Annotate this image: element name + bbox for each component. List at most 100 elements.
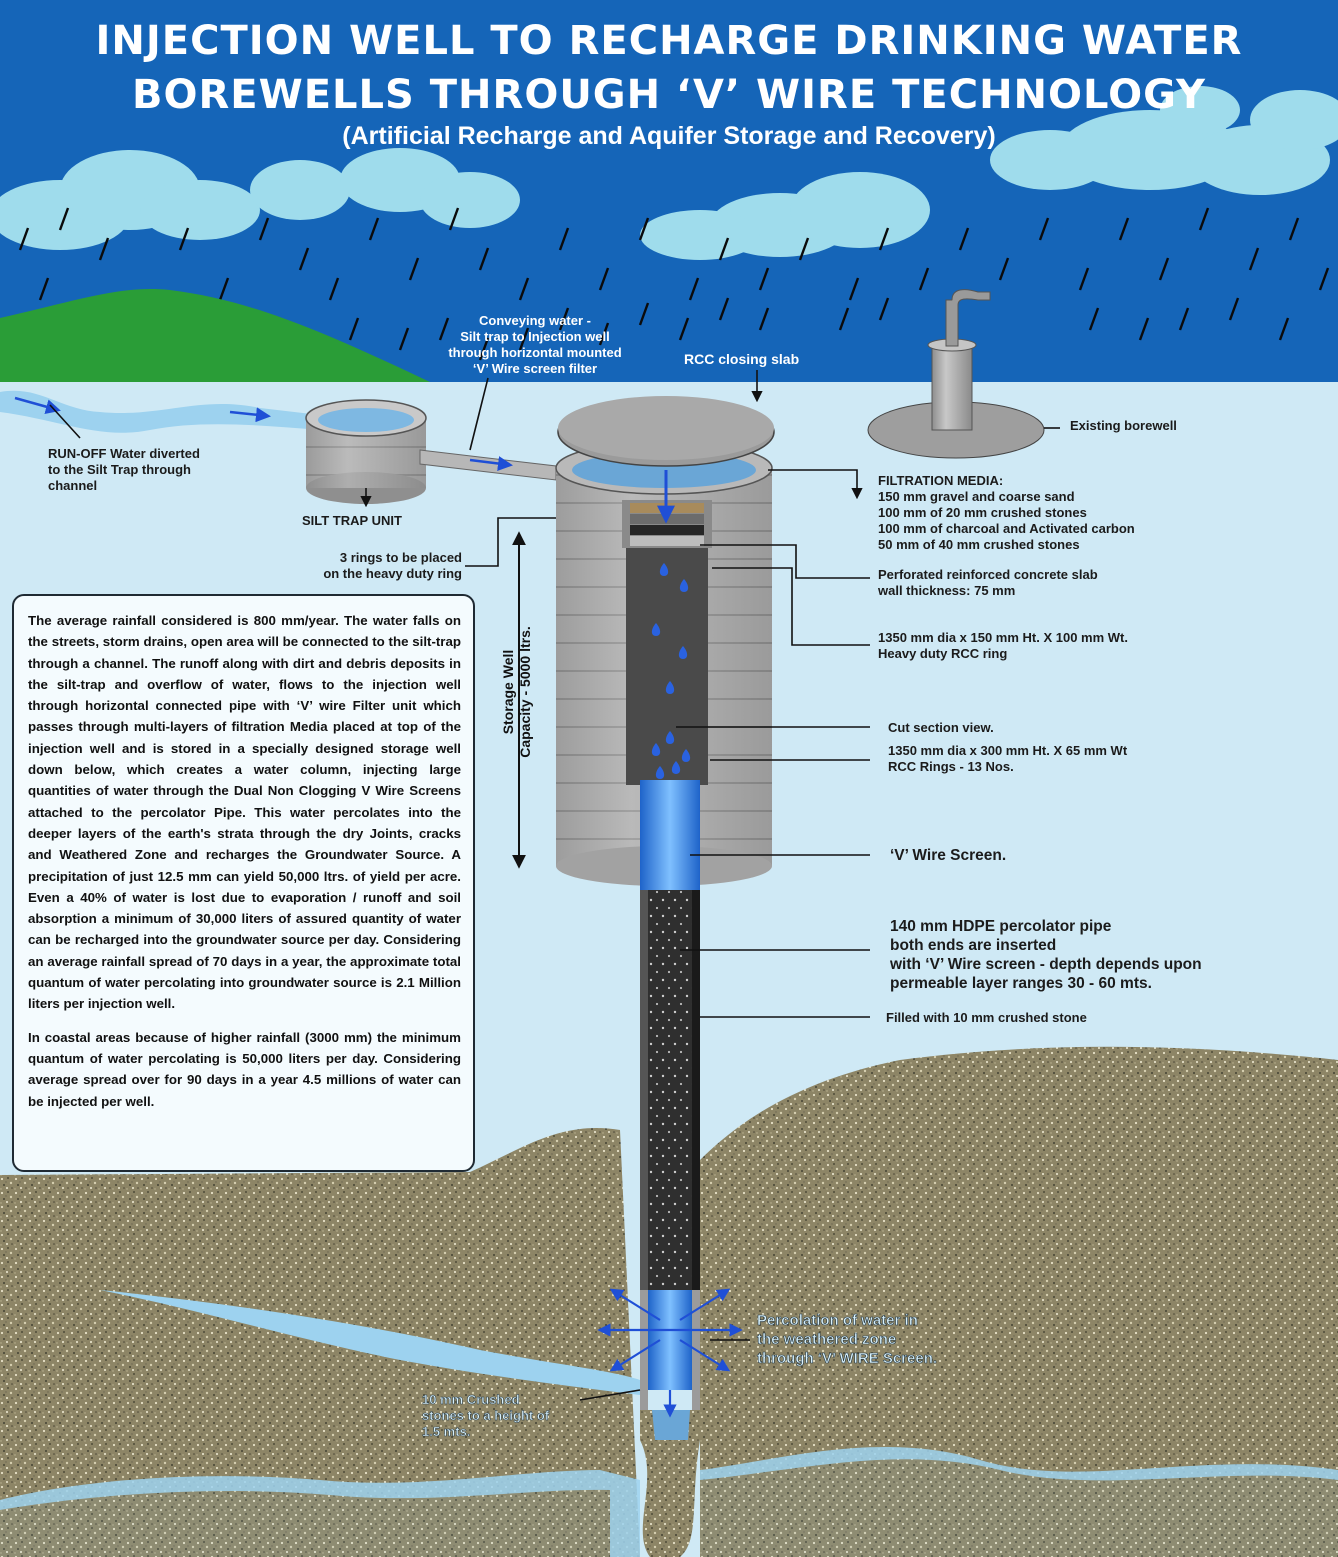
raindrop-stroke (438, 317, 450, 341)
label-filtration-media: FILTRATION MEDIA: 150 mm gravel and coar… (878, 473, 1135, 552)
raindrop-stroke (798, 237, 810, 261)
label-hdpe-pipe: 140 mm HDPE percolator pipe both ends are… (890, 918, 1202, 992)
label-runoff: RUN-OFF Water diverted to the Silt Trap t… (48, 446, 200, 493)
raindrop-stroke (998, 257, 1010, 281)
raindrop-stroke (478, 337, 490, 361)
raindrop-stroke (478, 247, 490, 271)
raindrop-stroke (368, 217, 380, 241)
title-line-1: INJECTION WELL TO RECHARGE DRINKING WATE… (95, 18, 1243, 64)
raindrop-stroke (758, 307, 770, 331)
raindrop-stroke (558, 227, 570, 251)
raindrop-stroke (688, 277, 700, 301)
runoff-channel (0, 390, 320, 433)
info-text-box: The average rainfall considered is 800 m… (12, 594, 475, 1172)
raindrop-stroke (758, 267, 770, 291)
raindrop-stroke (878, 227, 890, 251)
water-droplet (651, 623, 661, 636)
raindrop-stroke (1248, 247, 1260, 271)
raindrop-stroke (1288, 217, 1300, 241)
info-paragraph-2: In coastal areas because of higher rainf… (28, 1027, 461, 1112)
raindrop-stroke (518, 277, 530, 301)
leader-lines (49, 370, 1060, 1401)
raindrop-stroke (398, 327, 410, 351)
raindrop-stroke (598, 322, 610, 346)
raindrop-stroke (718, 297, 730, 321)
water-droplet (651, 743, 661, 756)
raindrop-stroke (98, 237, 110, 261)
raindrop-stroke (838, 307, 850, 331)
raindrop-stroke (518, 327, 530, 351)
green-hill (0, 289, 430, 382)
soil-left (0, 1128, 640, 1557)
raindrop-stroke (1278, 317, 1290, 341)
raindrop-stroke (328, 277, 340, 301)
label-rcc-slab: RCC closing slab (684, 351, 800, 367)
label-crushed-stones: 10 mm Crushed stones to a height of 1.5 mt… (422, 1392, 550, 1440)
percolation-arrows (597, 1288, 743, 1418)
raindrop-stroke (598, 267, 610, 291)
raindrop-stroke (1088, 307, 1100, 331)
raindrop-stroke (1158, 257, 1170, 281)
water-droplet (659, 563, 669, 576)
raindrop-stroke (878, 297, 890, 321)
label-percolation: Percolation of water in the weathered zon… (757, 1312, 938, 1368)
raindrop-stroke (348, 317, 360, 341)
water-droplet (679, 579, 689, 592)
title-line-2: BOREWELLS THROUGH ‘V’ WIRE TECHNOLOGY (131, 72, 1207, 118)
label-storage-well: Storage Well Capacity - 5000 ltrs. (500, 626, 533, 758)
water-droplet (665, 731, 675, 744)
raindrop-stroke (38, 277, 50, 301)
silt-trap (305, 399, 427, 504)
raindrop-stroke (1038, 217, 1050, 241)
raindrop-stroke (1118, 217, 1130, 241)
label-cut-section: Cut section view. (888, 720, 994, 735)
raindrop-stroke (1198, 207, 1210, 231)
label-three-rings: 3 rings to be placed on the heavy duty ri… (323, 550, 462, 581)
raindrop-stroke (848, 277, 860, 301)
water-droplet (665, 681, 675, 694)
label-rcc-rings: 1350 mm dia x 300 mm Ht. X 65 mm Wt RCC R… (888, 743, 1128, 774)
info-paragraph-1: The average rainfall considered is 800 m… (28, 613, 461, 1012)
water-droplet (671, 761, 681, 774)
raindrop-stroke (558, 307, 570, 331)
label-silt-trap: SILT TRAP UNIT (302, 513, 402, 528)
raindrop-stroke (958, 227, 970, 251)
raindrop-stroke (1078, 267, 1090, 291)
label-heavy-ring: 1350 mm dia x 150 mm Ht. X 100 mm Wt. Hea… (878, 630, 1128, 661)
raindrop-stroke (408, 257, 420, 281)
subtitle: (Artificial Recharge and Aquifer Storage… (342, 122, 996, 150)
label-existing-borewell: Existing borewell (1070, 418, 1177, 433)
label-filled-stone: Filled with 10 mm crushed stone (886, 1010, 1087, 1025)
soil-right (700, 1046, 1338, 1557)
label-conveying: Conveying water - Silt trap to Injection … (448, 313, 622, 376)
raindrop-stroke (638, 302, 650, 326)
raindrop-stroke (298, 247, 310, 271)
raindrop-stroke (258, 217, 270, 241)
percolator-pipe (640, 780, 700, 1557)
raindrop-stroke (178, 227, 190, 251)
raindrop-stroke (678, 317, 690, 341)
runoff-arrows (14, 396, 271, 423)
raindrop-stroke (1178, 307, 1190, 331)
water-droplets (651, 563, 691, 779)
clouds (0, 86, 1338, 260)
raindrop-stroke (918, 267, 930, 291)
raindrop-stroke (448, 207, 460, 231)
label-perforated-slab: Perforated reinforced concrete slab wall … (878, 567, 1098, 598)
existing-borewell (867, 289, 1045, 459)
raindrop-stroke (18, 227, 30, 251)
raindrop-stroke (1138, 317, 1150, 341)
info-coastal-lead: In coastal areas (28, 1029, 131, 1045)
raindrop-stroke (58, 207, 70, 231)
water-droplet (678, 646, 688, 659)
info-coastal-rest: because of higher rainfall (3000 mm) the… (28, 1029, 461, 1109)
raindrop-stroke (718, 237, 730, 261)
raindrop-stroke (218, 277, 230, 301)
raindrop-stroke (1318, 267, 1330, 291)
label-v-wire-screen: ‘V’ Wire Screen. (890, 847, 1007, 864)
raindrop-stroke (1228, 297, 1240, 321)
water-droplet (681, 749, 691, 762)
water-droplet (655, 766, 665, 779)
